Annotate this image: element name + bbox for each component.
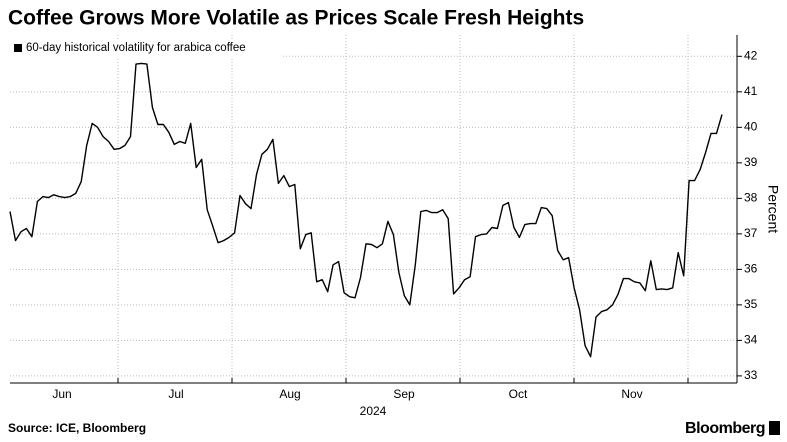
y-tick-label: 33 [744,368,758,382]
y-tick-label: 36 [744,262,758,276]
x-tick-label: Oct [509,387,528,401]
y-tick-label: 34 [744,333,758,347]
brand-icon [769,421,780,435]
y-tick-label: 37 [744,226,758,240]
x-tick-label: Jun [52,387,71,401]
y-tick-label: 41 [744,84,758,98]
brand: Bloomberg [685,420,765,437]
x-tick-label: Nov [621,387,642,401]
chart-title: Coffee Grows More Volatile as Prices Sca… [8,7,584,30]
y-tick-label: 40 [744,119,758,133]
y-tick-label: 35 [744,297,758,311]
x-tick-label: Jul [168,387,183,401]
legend-label: 60-day historical volatility for arabica… [26,42,246,54]
y-tick-label: 39 [744,155,758,169]
legend-bg [10,39,282,57]
legend-swatch [14,44,22,52]
legend: 60-day historical volatility for arabica… [10,39,282,57]
line [9,62,723,358]
y-tick-label: 38 [744,191,758,205]
y-tick-label: 42 [744,48,758,62]
source: Source: ICE, Bloomberg [8,421,146,435]
x-year-label: 2024 [360,404,387,418]
y-axis-label: Percent [765,185,781,233]
x-tick-label: Aug [279,387,300,401]
x-tick-label: Sep [393,387,415,401]
